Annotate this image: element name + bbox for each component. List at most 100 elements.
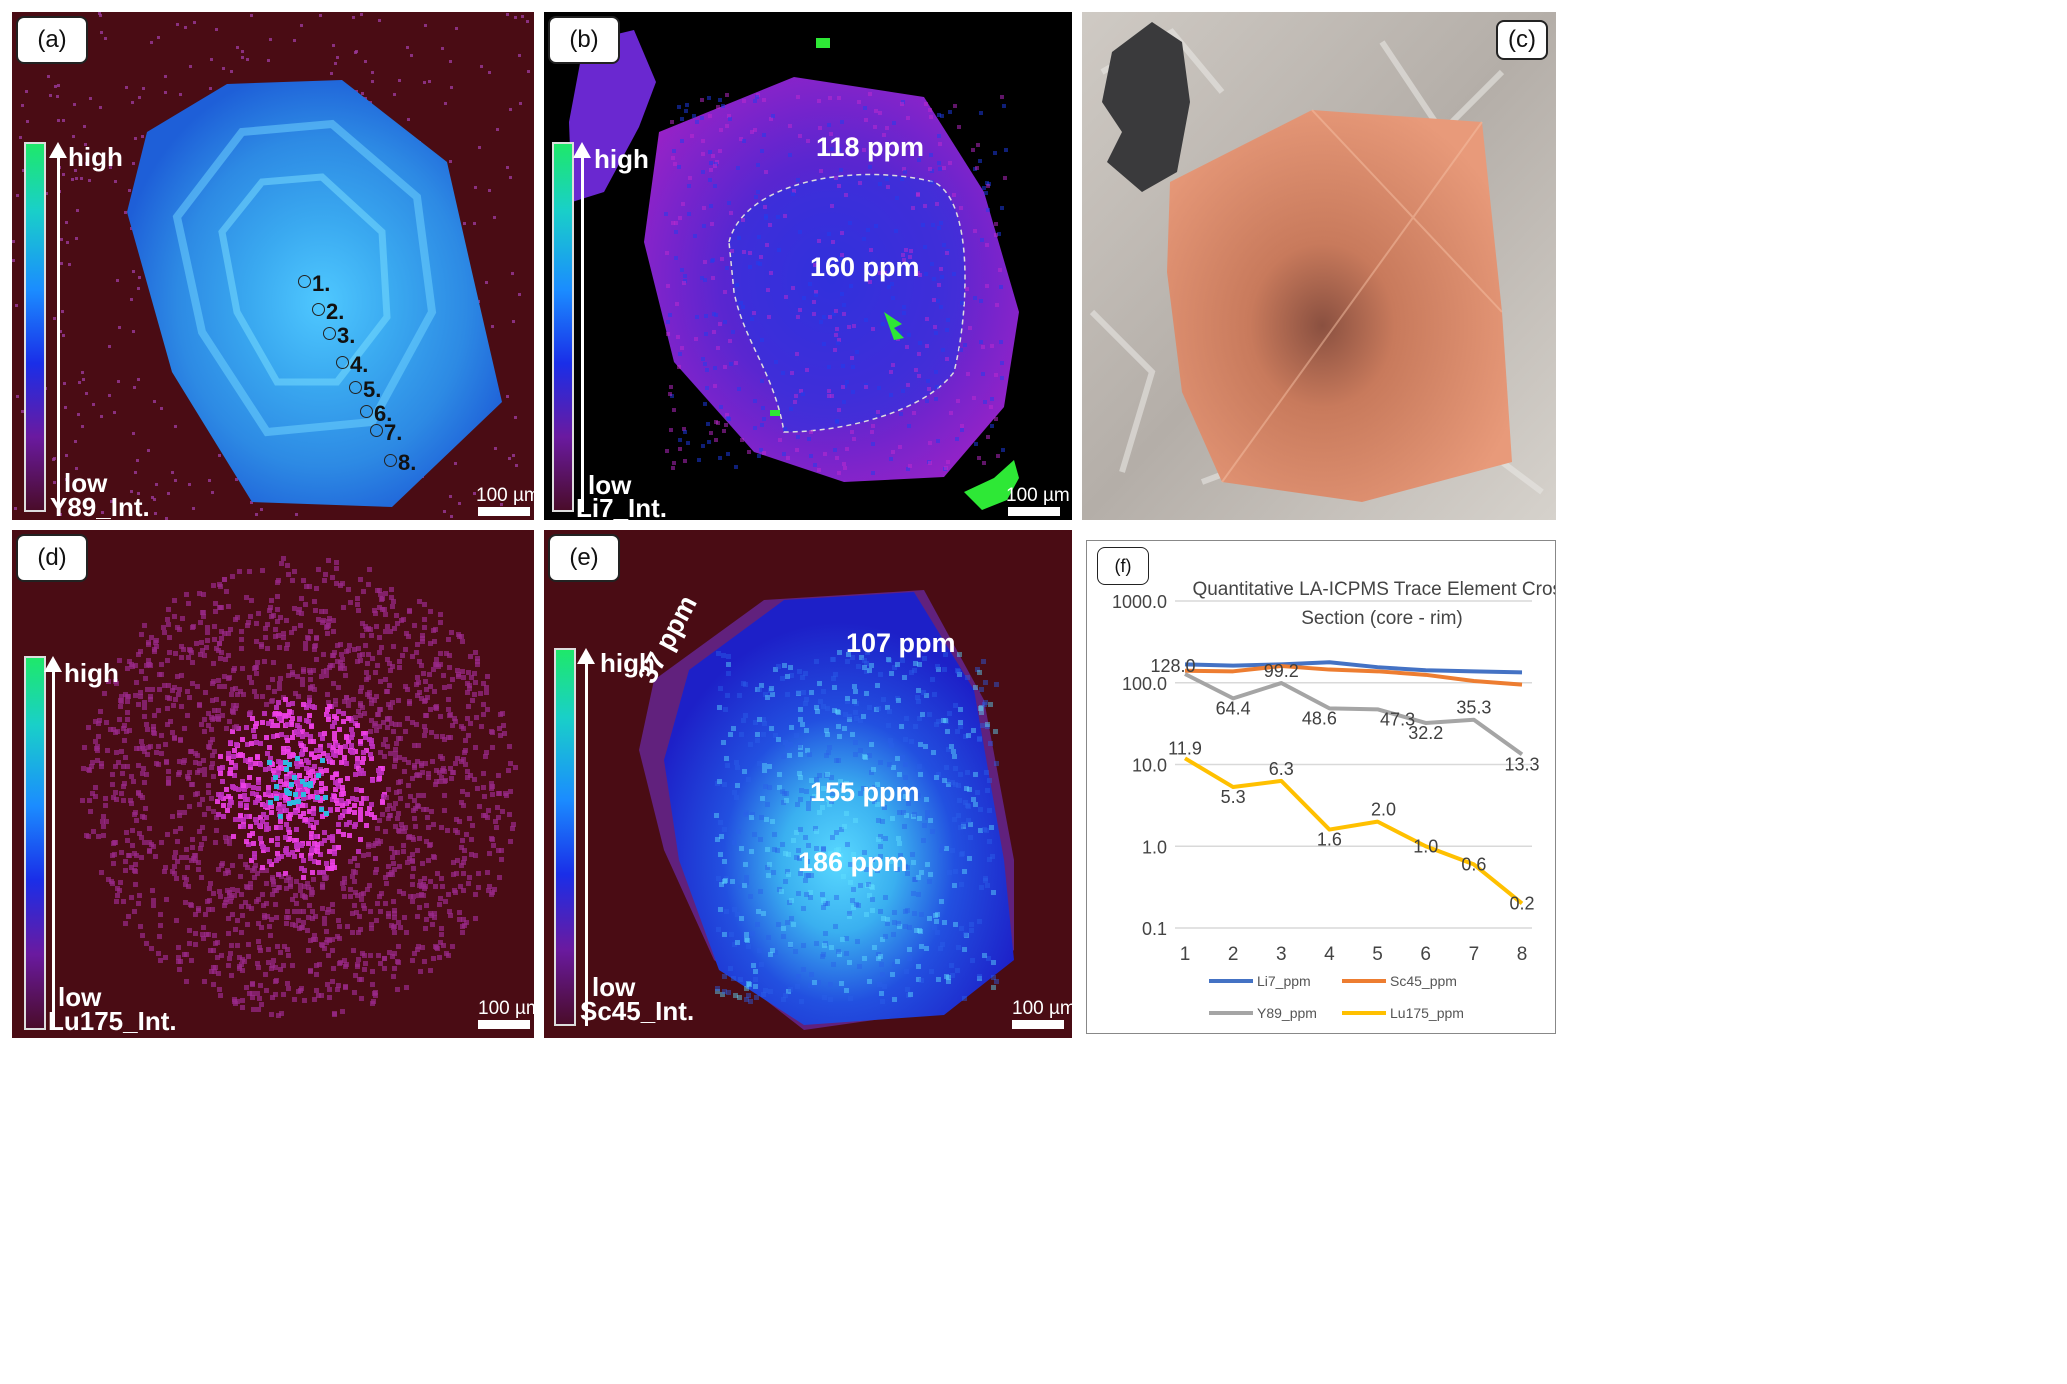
high-label: high [600,648,655,678]
analysis-spot-marker [349,381,362,394]
analysis-spot-label: 5. [363,377,382,402]
y-tick-label: 0.1 [1142,919,1167,939]
sc45-crystal [664,592,1014,1025]
data-label: 2.0 [1371,800,1396,820]
y89-intensity-map [12,12,530,520]
x-tick-label: 5 [1372,944,1383,965]
data-label: 128.0 [1150,656,1195,676]
data-label: 0.6 [1461,854,1486,874]
rim-ppm-annotation: 107 ppm [846,628,956,658]
mantle-ppm-annotation: 155 ppm [810,777,920,807]
low-label: low [592,972,636,1002]
analysis-spot-label: 8. [398,450,417,475]
analysis-spot-label: 2. [326,299,345,324]
y89-colorbar [24,142,46,512]
arrow-head-icon [577,648,595,664]
y-tick-label: 1000.0 [1112,592,1167,612]
x-tick-label: 7 [1469,944,1480,965]
channel-label: Li7_Int. [576,493,668,520]
legend-label: Li7_ppm [1257,973,1311,989]
core-ppm-annotation: 160 ppm [810,252,920,282]
core-ppm-annotation: 186 ppm [798,847,908,877]
analysis-spot-label: 3. [337,323,356,348]
rim-ppm-annotation: 118 ppm [816,132,925,162]
panel-b-li7-map: (b) high low Li7_Int. 118 ppm 160 ppm 10… [544,12,1072,520]
data-label: 32.2 [1408,723,1443,743]
legend-label: Sc45_ppm [1390,973,1457,989]
panel-b-tag: (b) [548,16,620,64]
panel-f-tag: (f) [1097,547,1149,585]
high-label: high [594,144,649,174]
panel-d-tag: (d) [16,534,88,582]
series-line-Y89_ppm [1184,672,1524,756]
x-tick-label: 6 [1420,944,1431,965]
data-label: 64.4 [1216,698,1251,718]
line-chart: 1000.0 100.0 10.0 1.0 0.1 1 2 3 4 5 6 7 8 128.0 64.4 99… [1112,592,1540,1021]
scale-label: 100 µm [476,485,534,506]
li7-fragment [569,30,656,202]
scale-bar [1008,507,1060,516]
data-label: 1.6 [1317,830,1342,850]
pink-crystal [1167,110,1512,502]
panel-e-tag: (e) [548,534,620,582]
data-label: 6.3 [1269,759,1294,779]
analysis-spot-marker [312,303,325,316]
scale-bar [1012,1020,1064,1029]
scale-label: 100 µm [1006,485,1070,506]
data-label: 35.3 [1456,698,1491,718]
legend-label: Y89_ppm [1257,1005,1317,1021]
scale-bar [478,1020,530,1029]
x-tick-label: 2 [1228,944,1239,965]
y-tick-label: 10.0 [1132,756,1167,776]
low-label: low [64,468,108,498]
lu175-colorbar [24,656,46,1030]
crystal-photo [1082,12,1556,520]
series-line-Li7_ppm [1184,660,1523,675]
data-label: 1.0 [1413,836,1438,856]
panel-f-chart: (f) Quantitative LA-ICPMS Trace Element … [1086,540,1556,1034]
panel-c-tag: (c) [1496,20,1548,60]
data-label: 47.3 [1380,709,1415,729]
analysis-spot-label: 7. [384,420,403,445]
analysis-spot-label: 6. [374,401,393,426]
chart-title: Quantitative LA-ICPMS Trace Element Cros… [1192,579,1556,629]
high-label: high [64,658,119,688]
low-label: low [588,470,632,500]
series-line-Lu175_ppm [1183,756,1524,905]
black-mineral [1102,22,1190,192]
data-label: 5.3 [1221,787,1246,807]
li7-intensity-map [569,30,1019,510]
high-label: high [68,142,123,172]
analysis-spot-marker [336,356,349,369]
x-tick-label: 3 [1276,944,1287,965]
intensity-arrow [581,152,584,512]
data-label: 99.2 [1264,661,1299,681]
panel-a-tag: (a) [16,16,88,64]
analysis-spot-label: 4. [350,352,369,377]
scale-label: 100 µm [1012,998,1072,1019]
channel-label: Sc45_Int. [580,996,695,1026]
data-label: 11.9 [1168,738,1202,758]
y-tick-label: 100.0 [1122,674,1167,694]
channel-label: Y89_Int. [50,492,150,520]
arrow-head-icon [573,142,591,158]
y-tick-label: 1.0 [1142,837,1167,857]
legend-label: Lu175_ppm [1390,1005,1464,1021]
series-line-Sc45_ppm [1184,664,1523,687]
analysis-spot-marker [360,405,373,418]
low-label: low [58,982,102,1012]
analysis-spot-marker [370,424,383,437]
panel-e-sc45-map: (e) high low Sc45_Int. 107 ppm 37 ppm 15… [544,530,1072,1038]
sc45-intensity-map [639,590,1014,1030]
scale-bar [478,507,530,516]
channel-label: Lu175_Int. [48,1006,177,1036]
li7-colorbar [552,142,574,512]
panel-c-photo: (c) [1082,12,1556,520]
intensity-arrow [52,666,55,1030]
x-tick-label: 1 [1180,944,1191,965]
analysis-spot-marker [384,454,397,467]
analysis-spot-label: 1. [312,271,331,296]
intensity-arrow [57,152,60,512]
analysis-spot-marker [298,275,311,288]
lu175-intensity-map [80,556,518,1018]
